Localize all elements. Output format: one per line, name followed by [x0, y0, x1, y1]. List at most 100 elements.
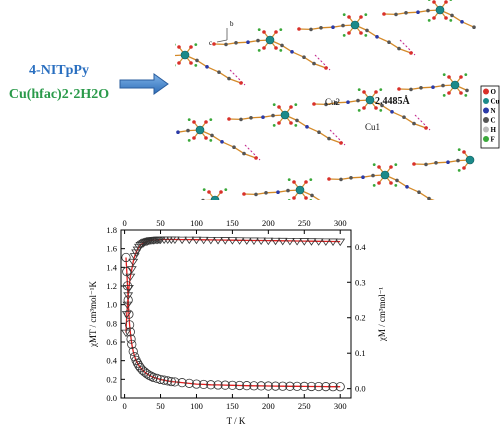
data-point: [141, 238, 152, 247]
data-point: [306, 238, 317, 246]
x-axis-top: 0 50 100 150 200 250 300: [122, 218, 347, 234]
x-top-tick-label: 200: [262, 218, 275, 228]
data-point: [320, 238, 331, 246]
legend-label-o: O: [491, 88, 497, 96]
data-point: [122, 301, 133, 310]
data-point: [249, 381, 259, 391]
axis-c-label: c: [209, 39, 212, 47]
legend-label-cu: Cu: [491, 98, 500, 106]
data-point: [152, 373, 162, 383]
x-top-tick-label: 50: [156, 218, 165, 228]
data-point: [242, 381, 252, 391]
x-top-tick-label: 150: [226, 218, 239, 228]
data-point: [126, 266, 137, 274]
data-point: [263, 237, 274, 246]
data-point: [169, 236, 180, 245]
data-point: [198, 236, 209, 245]
cu2-label: Cu2: [325, 97, 340, 107]
legend-label-f: F: [491, 136, 495, 144]
data-point: [306, 381, 317, 392]
legend-dot-o: [483, 88, 489, 95]
data-point: [213, 380, 223, 390]
data-point: [121, 252, 131, 263]
y-axis-left: 0.0 0.2 0.4 0.6 0.8 1.0 1.2 1.4 1.6 1.8: [106, 225, 125, 403]
y-left-tick-label: 0.8: [106, 318, 117, 328]
data-point: [122, 281, 133, 291]
data-point: [128, 258, 139, 267]
y-left-tick-label: 0.2: [106, 374, 117, 384]
reaction-arrow: [119, 73, 169, 95]
data-point: [328, 238, 338, 246]
data-point: [313, 238, 324, 246]
data-point: [191, 379, 202, 389]
data-point: [234, 380, 245, 391]
data-point: [220, 380, 230, 390]
x-tick-label: 250: [298, 401, 311, 411]
data-point: [284, 237, 295, 246]
legend-dot-n: [483, 107, 489, 114]
y-left-tick-label: 1.4: [106, 262, 117, 272]
reagent-ligand-label: 4-NITpPy: [29, 63, 89, 78]
y-axis-right-label: χM / cm³mol⁻¹: [377, 287, 387, 342]
y-right-tick-label: 0.2: [355, 313, 366, 323]
data-point: [206, 380, 216, 390]
data-point: [234, 237, 245, 245]
plot-area: [120, 229, 352, 399]
data-point: [127, 339, 137, 349]
y-right-tick-label: 0.3: [355, 277, 366, 287]
molecular-atoms: [175, 0, 476, 200]
data-point: [314, 381, 324, 392]
data-point: [125, 327, 135, 337]
y-left-tick-label: 1.0: [106, 300, 117, 310]
y-left-tick-label: 0.4: [106, 356, 117, 366]
data-point: [205, 236, 216, 245]
data-point: [124, 309, 134, 319]
chim-series: [121, 252, 345, 392]
x-tick-label: 200: [262, 401, 275, 411]
data-point: [321, 382, 331, 392]
data-point: [148, 372, 158, 382]
chimt-series: [121, 236, 346, 338]
axis-b-label: b: [230, 20, 234, 28]
data-point: [213, 237, 223, 245]
data-point: [199, 379, 209, 390]
distance-label: 2.4485Å: [375, 95, 411, 107]
data-point: [299, 238, 310, 246]
data-point: [126, 334, 136, 344]
data-point: [184, 236, 195, 245]
data-point: [256, 381, 266, 391]
y-right-tick-label: 0.0: [355, 384, 366, 394]
reagent-copper-salt-label: Cu(hfac)2·2H2O: [8, 87, 110, 102]
x-tick-label: 150: [226, 401, 239, 411]
data-point: [335, 238, 346, 247]
legend-dot-h: [483, 126, 489, 133]
y-axis-right: 0.0 0.1 0.2 0.3 0.4: [347, 242, 366, 394]
data-point: [191, 236, 202, 245]
data-point: [177, 378, 187, 388]
data-point: [263, 381, 273, 391]
data-point: [184, 378, 194, 388]
data-point: [144, 370, 154, 380]
data-point: [131, 355, 141, 365]
data-point: [144, 237, 154, 246]
data-point: [278, 381, 288, 391]
y-right-tick-label: 0.4: [355, 242, 366, 252]
legend-dot-cu: [483, 98, 489, 104]
data-point: [249, 237, 259, 245]
data-point: [292, 381, 302, 391]
y-left-tick-label: 0.0: [106, 393, 117, 403]
fit-line-0: [125, 238, 341, 333]
axis-indicator: b c: [209, 20, 234, 47]
fit-curves: [125, 238, 341, 388]
data-point: [122, 267, 132, 277]
data-point: [123, 295, 133, 305]
data-point: [155, 374, 166, 385]
x-tick-label: 300: [334, 401, 347, 411]
data-point: [121, 329, 131, 338]
legend-label-h: H: [491, 126, 497, 134]
x-tick-label: 50: [156, 401, 165, 411]
data-point: [146, 371, 156, 381]
cu1-label: Cu1: [365, 122, 380, 132]
data-point: [227, 380, 238, 390]
